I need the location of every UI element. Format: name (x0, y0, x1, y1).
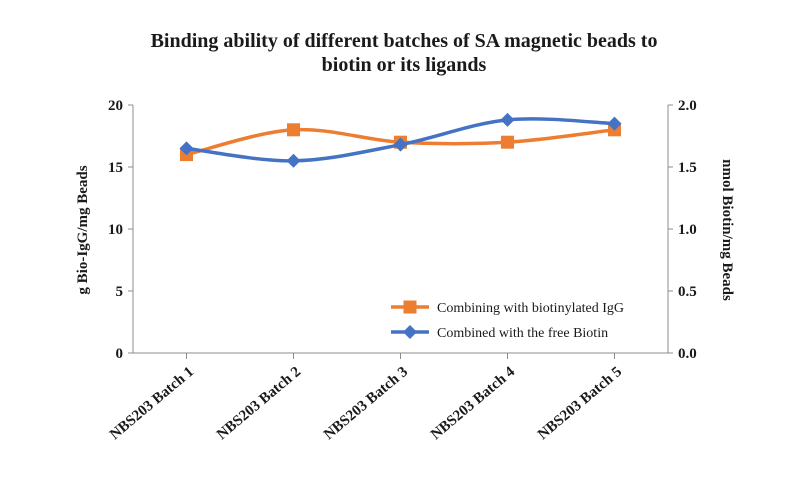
data-point (500, 112, 515, 127)
data-point (393, 137, 408, 152)
legend-label: Combining with biotinylated IgG (437, 301, 624, 316)
legend-label: Combined with the free Biotin (437, 326, 608, 341)
left-y-axis-title: g Bio-IgG/mg Beads (75, 165, 91, 294)
right-tick-label: 1.0 (678, 222, 697, 238)
right-tick-label: 0.5 (678, 284, 697, 300)
right-tick-label: 0.0 (678, 346, 697, 362)
x-axis: NBS203 Batch 1 NBS203 Batch 2 NBS203 Batch… (107, 353, 625, 443)
data-point (179, 141, 194, 156)
right-y-axis-title: nmol Biotin/mg Beads (719, 159, 735, 301)
x-category-label: NBS203 Batch 4 (428, 363, 518, 443)
left-tick-label: 0 (116, 346, 124, 362)
left-tick-label: 15 (108, 160, 123, 176)
left-tick-label: 5 (116, 284, 124, 300)
series-layer (179, 112, 622, 168)
legend-marker (403, 300, 417, 314)
legend-marker (403, 325, 417, 339)
data-point (607, 116, 622, 131)
left-tick-label: 10 (108, 222, 123, 238)
data-point (501, 135, 514, 149)
left-y-axis: 0 5 10 15 20 (108, 98, 133, 362)
x-category-label: NBS203 Batch 1 (107, 364, 197, 443)
x-category-label: NBS203 Batch 3 (321, 364, 411, 443)
right-tick-label: 2.0 (678, 98, 697, 114)
right-y-axis: 0.0 0.5 1.0 1.5 2.0 (668, 98, 697, 362)
legend-item-1: Combining with biotinylated IgG (391, 300, 624, 316)
x-category-label: NBS203 Batch 5 (535, 364, 625, 443)
legend-item-2: Combined with the free Biotin (391, 325, 608, 341)
left-tick-label: 20 (108, 98, 123, 114)
data-point (286, 153, 301, 168)
legend: Combining with biotinylated IgG Combined … (391, 300, 624, 341)
data-point (287, 123, 300, 137)
series-2 (179, 112, 622, 168)
x-category-label: NBS203 Batch 2 (214, 364, 304, 443)
chart-title-line-1: Binding ability of different batches of … (151, 30, 658, 52)
chart-title-line-2: biotin or its ligands (322, 54, 487, 76)
right-tick-label: 1.5 (678, 160, 697, 176)
